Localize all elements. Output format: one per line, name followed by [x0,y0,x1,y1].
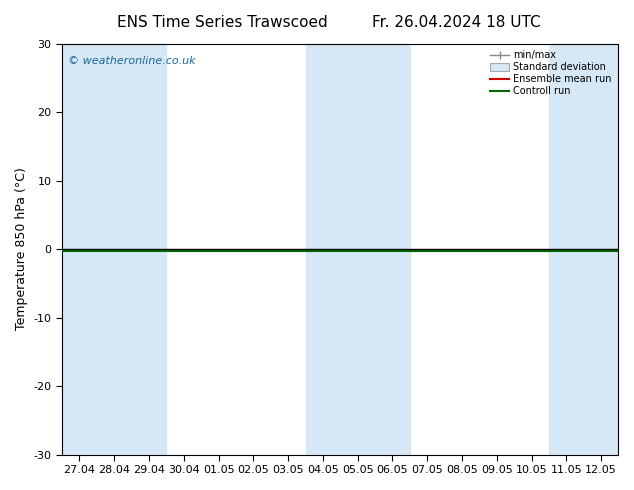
Bar [306,44,410,455]
Legend: min/max, Standard deviation, Ensemble mean run, Controll run: min/max, Standard deviation, Ensemble me… [488,49,614,98]
Text: ENS Time Series Trawscoed: ENS Time Series Trawscoed [117,15,327,30]
Bar [549,44,619,455]
Text: Fr. 26.04.2024 18 UTC: Fr. 26.04.2024 18 UTC [372,15,541,30]
Bar [62,44,166,455]
Text: © weatheronline.co.uk: © weatheronline.co.uk [68,56,195,66]
Y-axis label: Temperature 850 hPa (°C): Temperature 850 hPa (°C) [15,168,28,330]
